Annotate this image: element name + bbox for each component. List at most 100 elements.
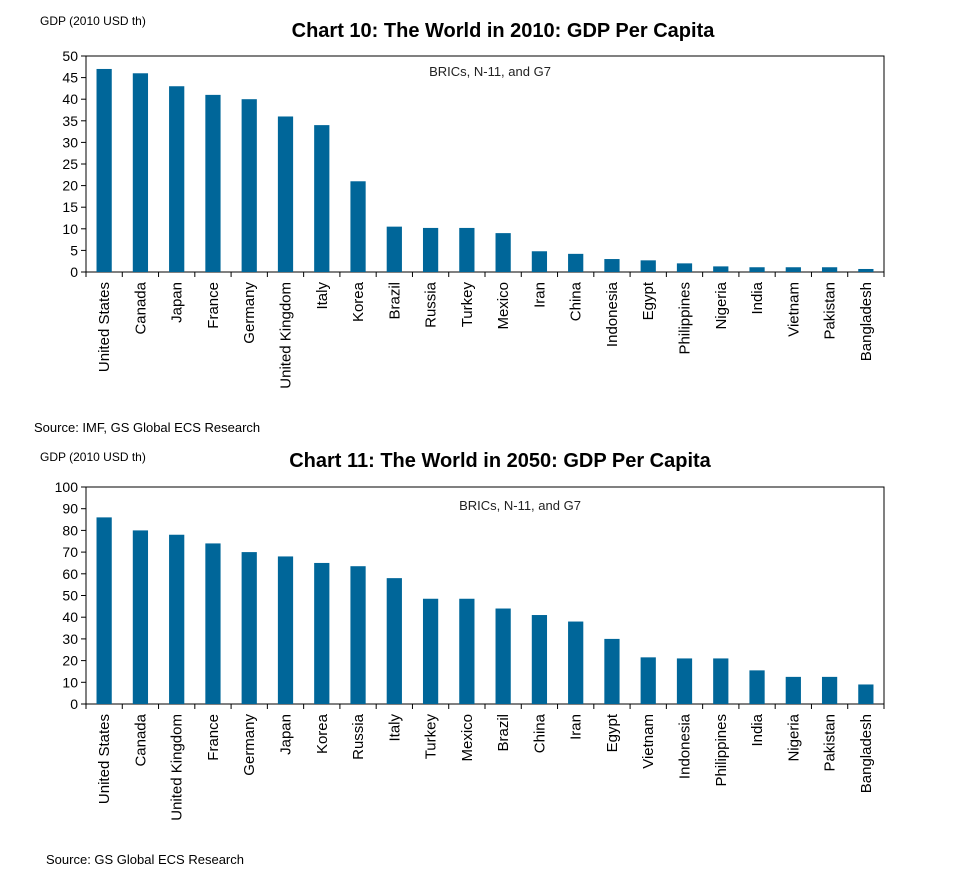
bar — [713, 658, 729, 704]
x-tick-label: Mexico — [459, 714, 476, 762]
chart-title: Chart 10: The World in 2010: GDP Per Cap… — [291, 20, 715, 42]
x-tick-label: Nigeria — [713, 281, 730, 329]
bar — [422, 227, 439, 272]
bar — [749, 267, 765, 272]
x-tick-label: Indonesia — [604, 281, 621, 347]
y-tick-label: 25 — [62, 156, 78, 172]
bar — [132, 530, 149, 704]
x-tick-label: United Kingdom — [169, 714, 186, 821]
bar — [858, 268, 874, 272]
y-tick-label: 60 — [62, 566, 78, 582]
bar — [495, 608, 511, 704]
bar — [568, 621, 584, 704]
source-note: Source: GS Global ECS Research — [46, 852, 244, 867]
x-tick-label: Korea — [350, 281, 367, 322]
x-tick-label: Japan — [169, 282, 186, 323]
bar — [568, 253, 584, 272]
bar — [169, 86, 185, 273]
bar — [350, 566, 366, 704]
bar — [785, 267, 801, 272]
y-tick-label: 100 — [55, 479, 79, 495]
bar-chart-2010: 0 5 10 15 20 25 30 35 40 45 50 United States Canada J… — [62, 48, 885, 389]
x-tick-label: United Kingdom — [278, 282, 295, 389]
y-tick-label: 0 — [70, 696, 78, 712]
y-tick-label: 20 — [62, 178, 78, 194]
x-tick-label: Japan — [278, 714, 295, 755]
bar — [821, 676, 838, 704]
y-axis-label: GDP (2010 USD th) — [40, 450, 146, 464]
chart-subtitle: BRICs, N-11, and G7 — [459, 498, 581, 513]
x-tick-label: Bangladesh — [858, 282, 875, 361]
bar — [241, 552, 257, 704]
y-tick-label: 40 — [62, 609, 78, 625]
x-tick-label: Brazil — [495, 714, 512, 752]
y-tick-label: 0 — [70, 264, 78, 280]
x-tick-label: Iran — [531, 282, 548, 308]
y-tick-label: 50 — [62, 588, 78, 604]
bar — [531, 251, 548, 272]
x-tick-label: Mexico — [495, 282, 512, 330]
x-tick-label: Philippines — [677, 282, 694, 355]
y-tick-label: 40 — [62, 91, 78, 107]
bar — [459, 598, 475, 704]
chart-panel-2050: GDP (2010 USD th) Chart 11: The World in… — [0, 436, 960, 872]
x-tick-label: United States — [96, 714, 113, 804]
bar — [277, 556, 294, 704]
x-tick-label: Pakistan — [822, 714, 839, 772]
chart-panel-2010: GDP (2010 USD th) Chart 10: The World in… — [34, 14, 885, 435]
x-tick-label: United States — [96, 282, 113, 372]
x-tick-label: Brazil — [386, 282, 403, 320]
x-tick-label: Korea — [314, 713, 331, 754]
bar — [459, 227, 475, 272]
x-tick-label: Nigeria — [785, 713, 802, 761]
bar — [386, 578, 402, 704]
x-tick-label: Russia — [423, 281, 440, 328]
bar — [314, 125, 330, 273]
bar — [205, 543, 221, 704]
x-tick-label: India — [749, 713, 766, 746]
y-tick-label: 80 — [62, 522, 78, 538]
bar — [314, 562, 330, 704]
bar — [821, 267, 838, 272]
y-tick-label: 45 — [62, 70, 78, 86]
bar-chart-2050: 0 10 20 30 40 50 60 70 80 90 100 United States Canad… — [55, 479, 885, 821]
x-tick-label: Germany — [241, 714, 258, 776]
x-tick-label: France — [205, 282, 222, 329]
bar — [422, 598, 439, 704]
bar — [531, 615, 548, 704]
x-tick-label: Canada — [132, 713, 149, 766]
y-tick-label: 5 — [70, 242, 78, 258]
bar — [495, 233, 511, 272]
bar — [676, 658, 693, 704]
x-tick-label: Vietnam — [640, 714, 657, 769]
x-tick-label: China — [568, 281, 585, 321]
y-tick-label: 10 — [62, 221, 78, 237]
x-tick-label: Pakistan — [822, 282, 839, 340]
bar — [676, 263, 693, 272]
x-tick-label: Bangladesh — [858, 714, 875, 793]
x-tick-label: Turkey — [423, 714, 440, 760]
x-tick-label: Iran — [568, 714, 585, 740]
bar — [604, 638, 620, 704]
y-tick-label: 35 — [62, 113, 78, 129]
bar — [169, 534, 185, 704]
x-tick-label: India — [749, 281, 766, 314]
bar — [350, 181, 366, 272]
x-tick-label: Italy — [386, 714, 403, 742]
x-tick-label: Egypt — [640, 281, 657, 320]
y-tick-label: 50 — [62, 48, 78, 64]
x-tick-label: France — [205, 714, 222, 761]
y-tick-label: 20 — [62, 653, 78, 669]
y-tick-label: 90 — [62, 501, 78, 517]
y-axis-label: GDP (2010 USD th) — [40, 14, 146, 28]
bar — [386, 226, 402, 272]
x-tick-label: Canada — [132, 281, 149, 334]
chart-title: Chart 11: The World in 2050: GDP Per Cap… — [289, 450, 711, 472]
x-tick-label: Russia — [350, 713, 367, 760]
bar — [858, 684, 874, 704]
x-tick-label: Indonesia — [677, 713, 694, 779]
bar — [96, 517, 112, 704]
bar — [749, 670, 765, 704]
bar — [640, 657, 656, 704]
source-note: Source: IMF, GS Global ECS Research — [34, 420, 261, 435]
